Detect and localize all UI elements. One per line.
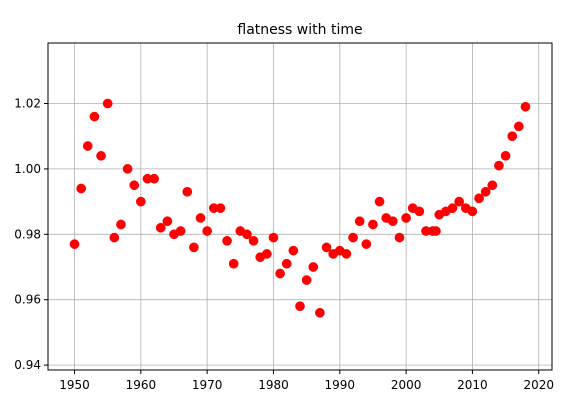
x-axis-tick-labels: 1950 1960 1970 1980 1990 2000 2010 2020 [59, 378, 554, 392]
data-point [480, 186, 491, 197]
data-point [361, 239, 372, 249]
data-point [275, 268, 285, 279]
data-point [414, 206, 425, 217]
data-point [315, 307, 325, 318]
data-point [129, 180, 140, 191]
data-point [76, 183, 87, 194]
plot-frame [47, 42, 553, 371]
data-point [295, 301, 305, 312]
data-point [431, 226, 441, 236]
data-point [228, 258, 239, 269]
data-point [401, 213, 411, 223]
y-tick-label: 1.00 [14, 162, 41, 176]
data-point [182, 186, 193, 197]
data-point [321, 242, 332, 253]
data-point [195, 213, 206, 223]
data-point [69, 239, 80, 249]
y-tick-label: 0.96 [14, 293, 41, 307]
data-point [513, 121, 524, 132]
data-point [394, 232, 405, 243]
data-point [454, 196, 465, 207]
data-point [281, 258, 292, 269]
data-point [155, 222, 166, 233]
data-point [487, 180, 498, 191]
axis-ticks [44, 102, 540, 374]
data-point [215, 203, 226, 213]
data-point [374, 196, 385, 207]
data-point [368, 219, 378, 230]
y-axis-tick-labels: 0.94 0.96 0.98 1.00 1.02 [14, 96, 41, 372]
y-tick-label: 1.02 [14, 96, 41, 110]
data-point [96, 150, 106, 161]
x-tick-label: 2000 [391, 378, 422, 392]
chart-title: flatness with time [237, 22, 362, 38]
data-point [348, 232, 358, 243]
grid-lines [48, 43, 552, 370]
data-point [520, 101, 531, 112]
data-point [467, 206, 478, 217]
x-tick-label: 1960 [126, 378, 157, 392]
x-tick-label: 2010 [457, 378, 488, 392]
data-point [261, 249, 272, 259]
data-point [222, 235, 232, 246]
data-point [175, 226, 186, 236]
data-point [341, 249, 352, 259]
data-point [135, 196, 146, 207]
data-points [69, 98, 531, 318]
data-point [248, 235, 259, 246]
data-point [308, 262, 319, 272]
x-tick-label: 1970 [192, 378, 223, 392]
data-point [500, 150, 511, 161]
x-tick-label: 1950 [59, 378, 90, 392]
data-point [474, 193, 484, 204]
data-point [189, 242, 199, 253]
x-tick-label: 2020 [523, 378, 554, 392]
data-point [354, 216, 365, 227]
data-point [89, 111, 100, 122]
x-tick-label: 1980 [258, 378, 289, 392]
data-point [162, 216, 173, 227]
data-point [202, 226, 213, 236]
data-point [116, 219, 126, 230]
data-point [122, 164, 133, 174]
data-point [447, 203, 458, 213]
data-point [149, 173, 159, 184]
data-point [288, 245, 299, 256]
x-tick-label: 1990 [325, 378, 356, 392]
data-point [109, 232, 120, 243]
y-tick-label: 0.98 [14, 227, 41, 241]
data-point [301, 275, 312, 285]
data-point [494, 160, 504, 171]
data-point [82, 141, 93, 151]
data-point [102, 98, 113, 109]
data-point [387, 216, 398, 227]
data-point [242, 229, 252, 240]
y-tick-label: 0.94 [14, 358, 41, 372]
data-point [507, 131, 518, 142]
data-point [268, 232, 279, 243]
